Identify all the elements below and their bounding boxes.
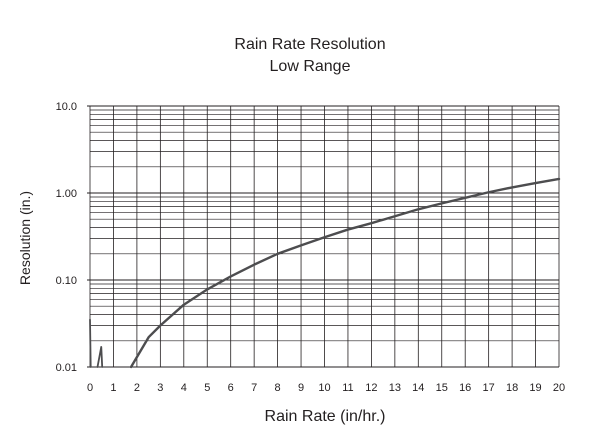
x-tick-label: 13 <box>389 382 401 394</box>
y-tick-labels: 0.01 0.10 1.00 10.0 <box>56 101 77 374</box>
chart-subtitle: Low Range <box>269 58 351 75</box>
x-tick-label: 10 <box>318 382 330 394</box>
x-tick-label: 1 <box>110 382 116 394</box>
x-tick-label: 11 <box>342 382 353 394</box>
y-tick-label: 0.10 <box>56 275 77 287</box>
x-tick-label: 19 <box>529 382 541 394</box>
x-tick-labels: 0 1 2 3 4 5 6 7 8 9 10 11 12 13 14 15 16 17 18 19 20 <box>87 382 565 394</box>
x-tick-label: 4 <box>181 382 187 394</box>
data-series <box>89 177 561 369</box>
x-tick-label: 7 <box>251 382 257 394</box>
y-axis-label: Resolution (in.) <box>17 190 33 286</box>
x-axis-label: Rain Rate (in/hr.) <box>264 408 386 425</box>
x-tick-label: 16 <box>459 382 471 394</box>
x-tick-label: 9 <box>298 382 304 394</box>
chart-title: Rain Rate Resolution <box>234 36 386 53</box>
x-tick-label: 0 <box>87 382 93 394</box>
y-tick-label: 0.01 <box>56 362 77 374</box>
x-tick-label: 17 <box>483 382 495 394</box>
x-tick-label: 5 <box>204 382 210 394</box>
y-tick-label: 10.0 <box>56 101 77 113</box>
x-tick-label: 3 <box>157 382 163 394</box>
x-tick-label: 20 <box>553 382 565 394</box>
x-tick-label: 18 <box>506 382 518 394</box>
y-tick-label: 1.00 <box>56 188 77 200</box>
series-line <box>129 177 561 369</box>
series-line <box>96 346 104 368</box>
x-tick-label: 6 <box>228 382 234 394</box>
x-tick-label: 2 <box>134 382 140 394</box>
x-tick-label: 14 <box>412 382 424 394</box>
series-line <box>89 318 92 368</box>
x-tick-label: 12 <box>365 382 377 394</box>
x-tick-label: 15 <box>436 382 448 394</box>
x-tick-label: 8 <box>275 382 281 394</box>
